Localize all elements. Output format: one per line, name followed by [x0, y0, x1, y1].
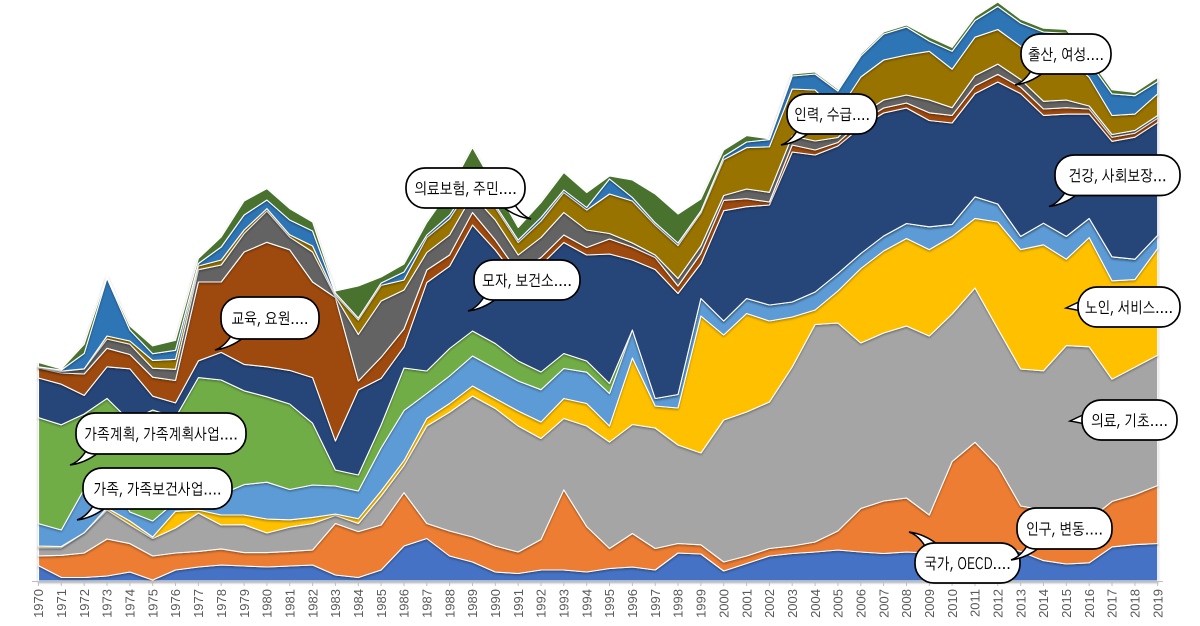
svg-text:1999: 1999	[694, 589, 709, 618]
svg-text:2002: 2002	[762, 589, 777, 618]
svg-text:1976: 1976	[168, 589, 183, 618]
svg-text:2015: 2015	[1059, 589, 1074, 618]
svg-text:1972: 1972	[77, 589, 92, 618]
svg-text:2009: 2009	[922, 589, 937, 618]
svg-text:2007: 2007	[876, 589, 891, 618]
svg-text:2008: 2008	[899, 589, 914, 618]
svg-text:1995: 1995	[602, 589, 617, 618]
svg-text:1981: 1981	[282, 589, 297, 618]
svg-text:2016: 2016	[1082, 589, 1097, 618]
svg-text:2019: 2019	[1150, 589, 1165, 618]
svg-text:1991: 1991	[511, 589, 526, 618]
svg-text:1970: 1970	[31, 589, 46, 618]
svg-text:2017: 2017	[1105, 589, 1120, 618]
svg-text:2000: 2000	[716, 589, 731, 618]
svg-text:2018: 2018	[1128, 589, 1143, 618]
svg-text:1997: 1997	[648, 589, 663, 618]
svg-text:1986: 1986	[397, 589, 412, 618]
svg-text:1985: 1985	[374, 589, 389, 618]
svg-text:2011: 2011	[968, 589, 983, 617]
svg-text:2004: 2004	[808, 589, 823, 618]
svg-text:1984: 1984	[351, 589, 366, 618]
svg-text:1979: 1979	[237, 589, 252, 618]
svg-text:1974: 1974	[123, 589, 138, 618]
svg-text:2010: 2010	[945, 589, 960, 618]
svg-text:1971: 1971	[54, 589, 69, 618]
svg-text:1987: 1987	[420, 589, 435, 618]
svg-text:1982: 1982	[305, 589, 320, 618]
svg-text:1973: 1973	[100, 589, 115, 618]
svg-text:1980: 1980	[260, 589, 275, 618]
svg-text:1983: 1983	[328, 589, 343, 618]
svg-text:2005: 2005	[831, 589, 846, 618]
svg-text:1993: 1993	[557, 589, 572, 618]
svg-text:1996: 1996	[625, 589, 640, 618]
svg-text:1998: 1998	[671, 589, 686, 618]
svg-text:2001: 2001	[739, 589, 754, 618]
svg-text:1992: 1992	[534, 589, 549, 618]
svg-text:2014: 2014	[1036, 589, 1051, 618]
svg-text:2012: 2012	[991, 589, 1006, 618]
svg-text:1978: 1978	[214, 589, 229, 618]
svg-text:1988: 1988	[442, 589, 457, 618]
svg-text:2003: 2003	[785, 589, 800, 618]
svg-text:1990: 1990	[488, 589, 503, 618]
svg-text:1989: 1989	[465, 589, 480, 618]
svg-text:1975: 1975	[145, 589, 160, 618]
svg-text:2013: 2013	[1013, 589, 1028, 618]
svg-text:1977: 1977	[191, 589, 206, 618]
svg-text:1994: 1994	[579, 589, 594, 618]
svg-text:2006: 2006	[854, 589, 869, 618]
